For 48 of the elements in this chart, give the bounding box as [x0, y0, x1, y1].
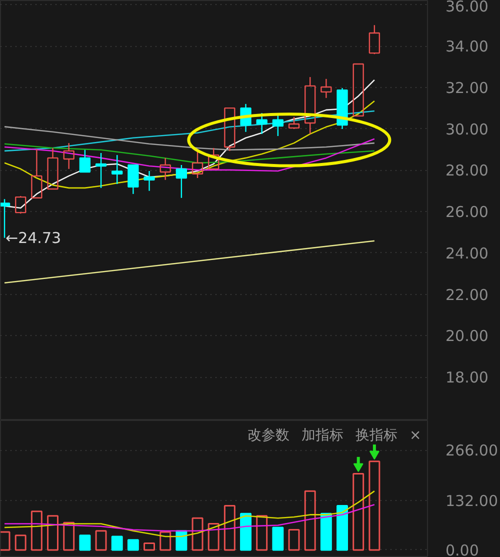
y-tick-label: 18.00	[446, 368, 488, 387]
line-series	[4, 110, 376, 152]
y-tick-label: 266.00	[446, 442, 498, 460]
text: ×	[410, 428, 422, 444]
line-series	[4, 504, 376, 532]
annotation: 改参数	[248, 428, 290, 444]
bar	[224, 504, 236, 551]
bar	[47, 515, 59, 551]
bar	[208, 522, 220, 551]
candlestick	[112, 154, 123, 185]
line-series	[4, 490, 376, 538]
bar	[240, 512, 252, 551]
y-tick-label: 26.00	[446, 203, 488, 222]
annotation: ←24.73	[6, 228, 62, 247]
bar	[320, 512, 332, 551]
y-tick-label: 0.00	[446, 541, 479, 557]
bar	[256, 515, 268, 551]
y-tick-label: 132.00	[446, 492, 498, 510]
bar	[272, 526, 284, 551]
y-tick-label: 34.00	[446, 38, 488, 56]
annotation: 换指标	[356, 428, 398, 444]
line-series	[4, 126, 376, 151]
y-tick-label: 28.00	[446, 162, 488, 180]
y-tick-label: 36.00	[446, 0, 488, 16]
bar	[160, 531, 172, 551]
y-tick-label: 30.00	[446, 120, 488, 138]
bar	[127, 539, 139, 551]
bar	[288, 528, 300, 551]
candlestick	[95, 152, 107, 189]
candlestick	[336, 87, 348, 130]
candlestick	[320, 78, 332, 99]
bar	[336, 504, 348, 551]
y-tick-label: 32.00	[446, 78, 488, 97]
bar	[111, 536, 123, 551]
annotation: 加指标	[302, 428, 344, 444]
bar	[30, 510, 42, 551]
y-tick-label: 24.00	[446, 244, 488, 262]
bar	[144, 542, 155, 551]
bar	[14, 534, 26, 551]
bar	[304, 490, 316, 551]
y-tick-label: 20.00	[446, 327, 488, 346]
bar	[79, 534, 91, 551]
y-tick-label: 22.00	[446, 286, 488, 304]
candlestick	[144, 170, 155, 192]
bar	[63, 522, 75, 551]
bar	[192, 517, 204, 551]
bar	[95, 530, 107, 551]
candlestick	[160, 157, 171, 180]
